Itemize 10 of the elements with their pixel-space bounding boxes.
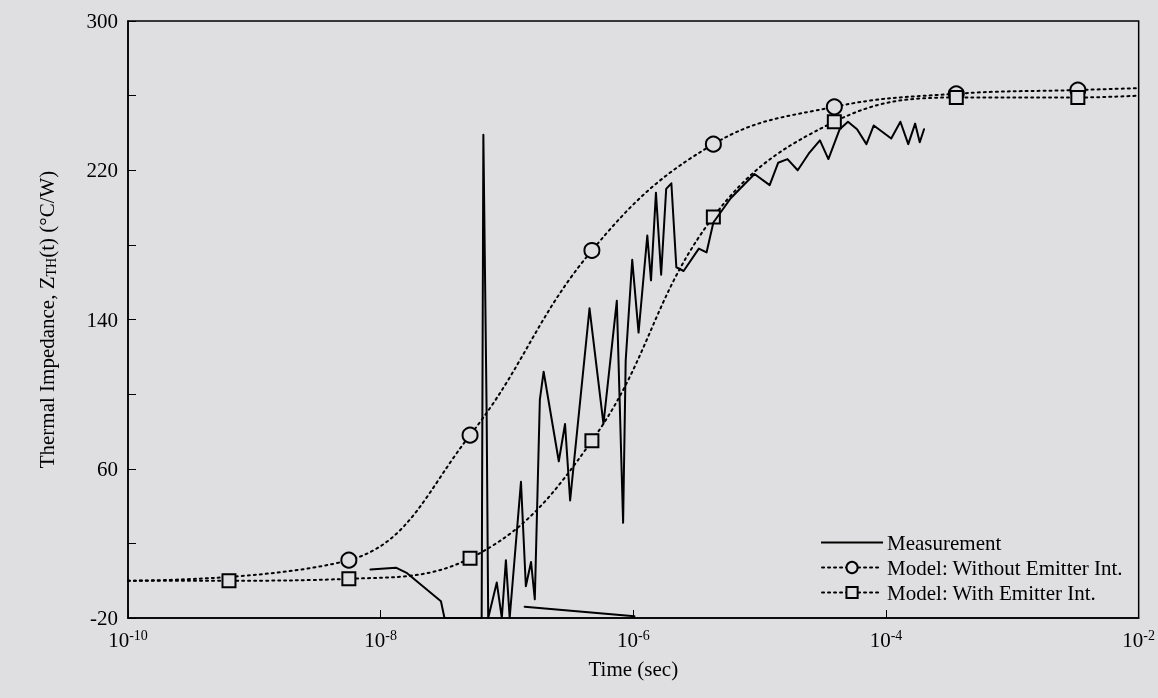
y-axis-title: Thermal Impedance, ZTH(t) (°C/W)	[35, 170, 59, 469]
y-tick-label: 220	[86, 158, 118, 183]
y-tick-label: -20	[90, 606, 118, 630]
y-tick-label: 300	[86, 9, 118, 33]
y-tick-label: 60	[97, 456, 118, 481]
legend-label: Measurement	[887, 530, 1002, 555]
legend-label: Model: Without Emitter Int.	[887, 555, 1123, 580]
x-axis-title: Time (sec)	[588, 656, 679, 681]
y-tick-label: 140	[86, 307, 118, 332]
legend-label: Model: With Emitter Int.	[887, 580, 1096, 605]
